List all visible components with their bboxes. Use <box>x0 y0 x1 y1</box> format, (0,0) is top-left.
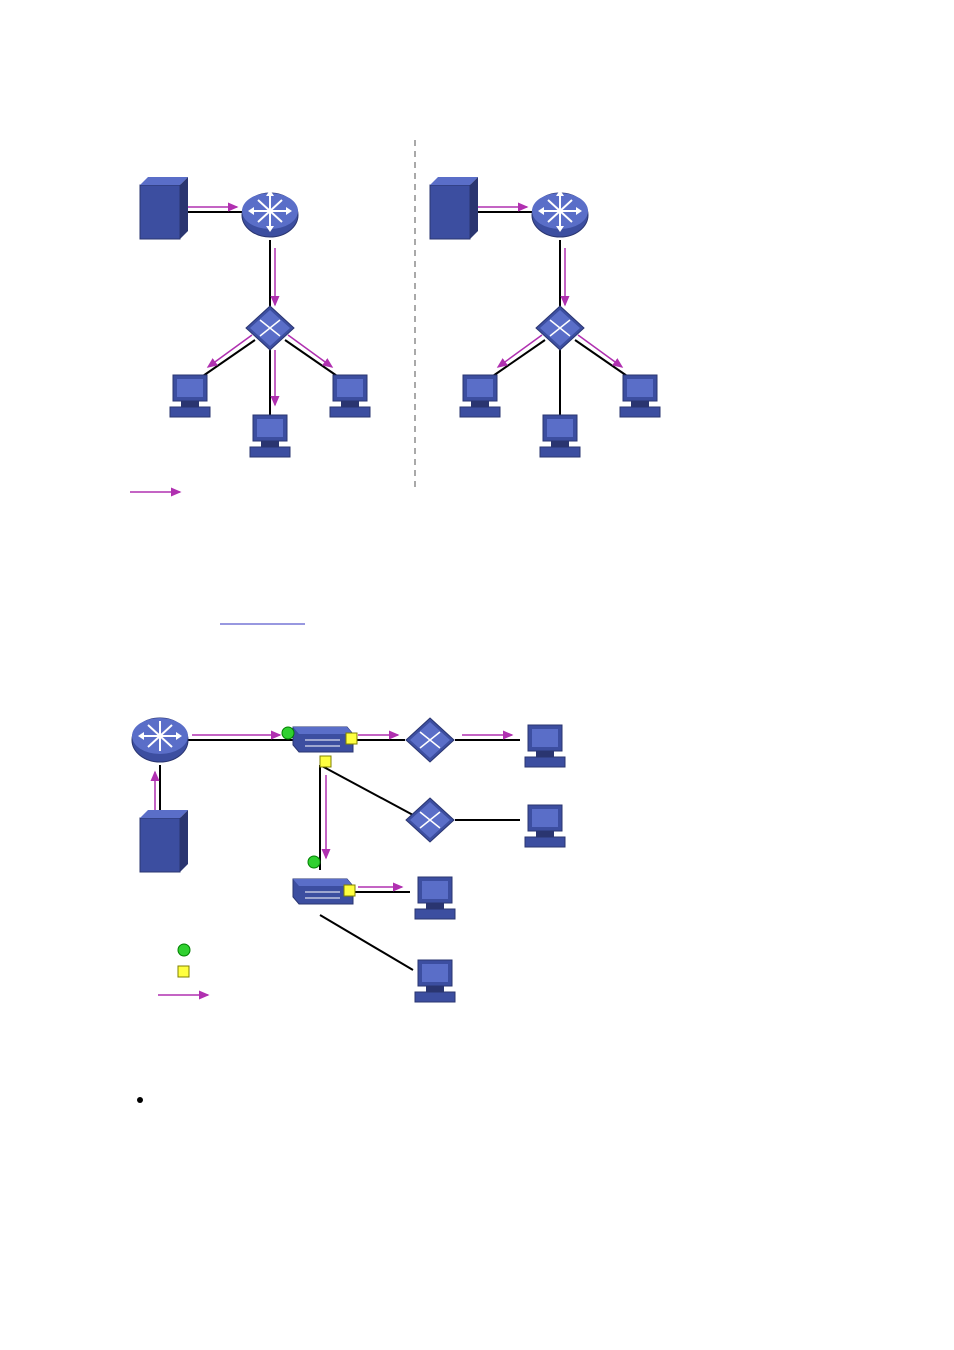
f2-pc1-icon <box>525 725 565 767</box>
bullet-dot <box>137 1097 143 1103</box>
f2-pc2-icon <box>525 805 565 847</box>
f1l-arrow-sw-pc3 <box>288 335 332 367</box>
f1l-server-icon <box>140 177 188 239</box>
f1r-line-sw-pc1 <box>490 340 545 378</box>
f1r-pc3-icon <box>620 375 660 417</box>
f2-router-icon <box>132 718 188 762</box>
diagram-svg <box>0 0 954 1350</box>
f1l-pc1-icon <box>170 375 210 417</box>
f2-line-sw4-pc4 <box>320 915 413 970</box>
f2-yellow-box-1 <box>346 733 357 744</box>
f1r-server-icon <box>430 177 478 239</box>
f1r-pc1-icon <box>460 375 500 417</box>
f1l-line-sw-pc3 <box>285 340 340 378</box>
page <box>0 0 954 1350</box>
f2-green-dot-1 <box>282 727 294 739</box>
f1l-pc2-icon <box>250 415 290 457</box>
f2-line-sw1-sw3 <box>320 765 413 815</box>
f2-switch3-icon <box>406 798 454 842</box>
f1r-switch-icon <box>536 306 584 350</box>
f2-switch2-icon <box>406 718 454 762</box>
f1r-router-icon <box>532 190 588 237</box>
f1r-arrow-sw-pc1 <box>498 335 542 367</box>
f1l-router-icon <box>242 190 298 237</box>
f1r-line-sw-pc3 <box>575 340 630 378</box>
f2-green-dot-2 <box>308 856 320 868</box>
f2-yellow-box-2 <box>320 756 331 767</box>
f2-yellow-box-3 <box>344 885 355 896</box>
legend2-yellow-box <box>178 966 189 977</box>
f2-switch1-icon <box>293 727 353 752</box>
f1r-pc2-icon <box>540 415 580 457</box>
f2-pc4-icon <box>415 960 455 1002</box>
f2-pc3-icon <box>415 877 455 919</box>
f2-server-icon <box>140 810 188 872</box>
f1l-arrow-sw-pc1 <box>208 335 252 367</box>
f1l-line-sw-pc1 <box>200 340 255 378</box>
f1l-pc3-icon <box>330 375 370 417</box>
f1r-arrow-sw-pc3 <box>578 335 622 367</box>
f1l-switch-icon <box>246 306 294 350</box>
legend2-green-dot <box>178 944 190 956</box>
